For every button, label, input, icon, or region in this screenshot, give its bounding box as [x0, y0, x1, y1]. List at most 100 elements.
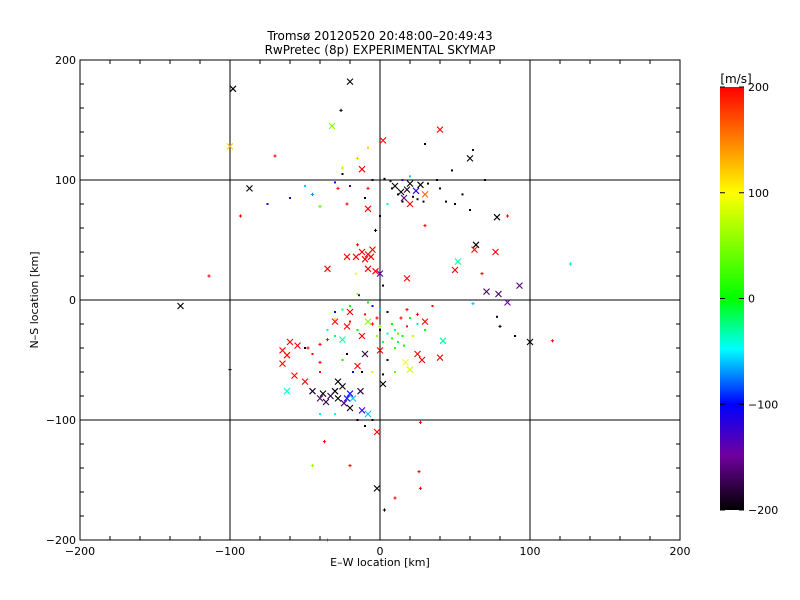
data-point-dot: [401, 335, 404, 337]
data-point-x: [246, 185, 253, 192]
data-point-dot: [386, 311, 389, 313]
data-point-dot: [319, 371, 321, 373]
data-point-plus: [207, 274, 211, 278]
data-point-plus: [333, 317, 337, 321]
data-point-x: [331, 318, 339, 325]
data-point-dot: [397, 193, 399, 196]
data-point-dot: [319, 413, 321, 415]
data-point-x: [346, 390, 354, 397]
data-point-dot: [382, 284, 384, 287]
data-point-dot: [334, 335, 336, 337]
data-point-x: [283, 351, 291, 359]
data-point-x: [483, 288, 490, 295]
data-point-x: [364, 265, 372, 273]
data-point-x: [454, 258, 462, 265]
x-axis-label: E–W location [km]: [330, 556, 430, 569]
data-point-x: [229, 85, 237, 93]
data-point-x: [516, 282, 523, 289]
data-point-dot: [311, 353, 314, 355]
data-point-dot: [397, 341, 399, 343]
data-point-x: [343, 323, 351, 330]
data-point-x: [316, 395, 324, 402]
data-point-x: [286, 338, 294, 346]
data-point-x: [471, 246, 478, 253]
data-point-x: [466, 155, 474, 162]
data-point-x: [364, 410, 372, 418]
data-point-dot: [391, 337, 393, 340]
y-axis-label: N–S location [km]: [28, 251, 41, 348]
data-point-x: [343, 253, 351, 261]
data-point-plus: [550, 339, 555, 343]
data-point-plus: [373, 228, 378, 232]
data-point-x: [358, 332, 366, 340]
chart-subtitle: RwPretec (8p) EXPERIMENTAL SKYMAP: [265, 43, 496, 57]
data-point-x: [358, 248, 366, 256]
data-point-dot: [391, 187, 393, 190]
data-point-x: [436, 126, 444, 133]
data-point-dot: [346, 353, 348, 355]
data-point-x: [361, 255, 369, 263]
data-point-dot: [367, 301, 369, 304]
data-point-x: [226, 143, 234, 150]
data-point-x: [493, 213, 501, 221]
data-point-plus: [366, 186, 370, 190]
data-point-dot: [422, 200, 425, 203]
data-point-dot: [391, 323, 393, 325]
data-point-dot: [409, 317, 411, 319]
data-point-dot: [364, 425, 366, 427]
colorbar-tick-label: −100: [748, 398, 778, 411]
data-point-plus: [345, 202, 349, 206]
data-point-dot: [401, 200, 404, 203]
data-point-plus: [505, 214, 510, 218]
data-point-x: [354, 362, 361, 370]
data-point-x: [319, 390, 327, 397]
data-point-plus: [322, 440, 327, 444]
data-point-dot: [451, 169, 453, 172]
data-point-x: [418, 356, 426, 364]
colorbar-tick-label: 100: [748, 187, 769, 200]
data-point-dot: [382, 341, 384, 343]
data-point-dot: [394, 329, 396, 331]
data-point-dot: [364, 197, 366, 199]
data-point-x: [439, 337, 447, 345]
data-point-plus: [418, 420, 423, 424]
data-point-x: [406, 180, 414, 187]
data-point-plus: [405, 308, 409, 312]
data-point-dot: [436, 179, 438, 181]
data-point-plus: [318, 204, 322, 208]
data-point-plus: [306, 346, 310, 350]
data-point-x: [400, 194, 408, 202]
data-point-x: [358, 407, 366, 414]
data-point-x: [376, 347, 384, 354]
data-point-x: [364, 318, 372, 325]
data-point-x: [358, 165, 366, 173]
data-point-dot: [416, 198, 419, 201]
data-point-dot: [367, 146, 369, 149]
data-point-dot: [355, 272, 357, 275]
data-point-plus: [273, 154, 277, 158]
data-point-x: [328, 122, 336, 130]
chart-title: Tromsø 20120520 20:48:00–20:49:43: [266, 29, 492, 43]
data-point-dot: [469, 209, 471, 211]
x-tick-label: 200: [670, 545, 691, 558]
data-point-dot: [386, 332, 389, 335]
data-point-dot: [356, 329, 359, 331]
data-point-x: [436, 354, 444, 361]
data-point-dot: [424, 329, 426, 331]
data-point-x: [177, 302, 184, 310]
data-point-x: [417, 181, 424, 189]
data-point-dot: [358, 294, 360, 297]
data-point-dot: [386, 359, 389, 361]
data-point-plus: [498, 324, 502, 328]
data-point-x: [492, 248, 499, 256]
data-point-plus: [370, 322, 375, 326]
data-point-x: [322, 398, 330, 406]
data-point-dot: [334, 181, 336, 184]
x-tick-label: 0: [377, 545, 384, 558]
data-point-x: [421, 318, 429, 325]
data-point-dot: [289, 197, 291, 199]
data-point-plus: [375, 316, 379, 320]
data-point-x: [369, 246, 376, 253]
data-point-x: [339, 383, 346, 390]
data-point-dot: [403, 344, 405, 347]
